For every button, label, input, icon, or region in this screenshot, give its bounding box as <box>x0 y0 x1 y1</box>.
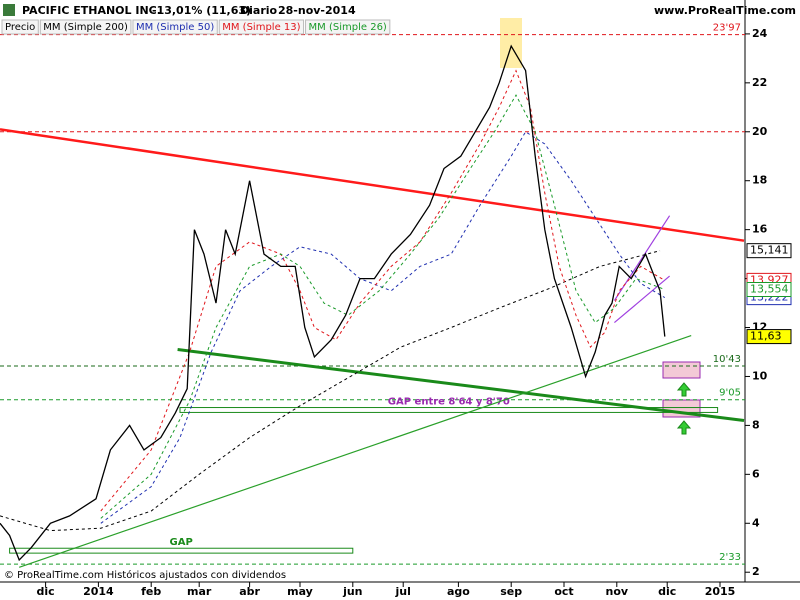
last-value-tag <box>746 329 792 345</box>
x-tick-label: dic <box>658 585 676 598</box>
y-tick-label: 18 <box>752 174 767 187</box>
x-tick-label: dic <box>37 585 55 598</box>
trend-line <box>614 275 670 324</box>
y-tick-label: 6 <box>752 467 760 480</box>
legend-box <box>305 19 391 35</box>
legend-box <box>218 19 305 35</box>
gap-box <box>9 547 354 554</box>
x-tick-label: feb <box>141 585 161 598</box>
x-tick-label: mar <box>187 585 212 598</box>
legend-entry: MM (Simple 50) <box>136 22 214 33</box>
x-tick-label: jun <box>342 585 362 598</box>
x-tick-label: oct <box>554 585 573 598</box>
legend-box <box>1 19 39 35</box>
moving-average <box>0 250 661 532</box>
legend-entry: MM (Simple 13) <box>222 22 300 33</box>
reference-label: 23'97 <box>713 23 741 34</box>
x-tick-label: abr <box>239 585 260 598</box>
y-tick-label: 22 <box>752 76 767 89</box>
reference-label: 2'33 <box>719 552 741 563</box>
change: -13,01% (11,63) <box>152 4 251 17</box>
period: Diario <box>240 4 278 17</box>
x-tick-label: jul <box>395 585 411 598</box>
arrow-up <box>676 420 692 435</box>
y-tick-label: 10 <box>752 369 768 382</box>
last-value-label: 15,141 <box>750 244 789 257</box>
y-tick-label: 20 <box>752 125 768 138</box>
gap-label: GAP <box>170 537 193 548</box>
footer: © ProRealTime.com Históricos ajustados c… <box>4 569 286 581</box>
trend-line <box>613 215 671 301</box>
reference-label: 10'43 <box>713 354 741 365</box>
peak-highlight <box>500 18 522 68</box>
y-tick-label: 4 <box>752 516 760 529</box>
y-tick-label: 16 <box>752 223 768 236</box>
trend-line <box>0 128 745 242</box>
zone-box <box>662 361 701 379</box>
last-value-tag <box>746 243 792 259</box>
moving-average <box>100 69 666 512</box>
legend-box <box>132 19 218 35</box>
y-tick-label: 24 <box>752 27 768 40</box>
gap-box <box>179 407 719 413</box>
x-tick-label: nov <box>606 585 629 598</box>
x-tick-label: ago <box>447 585 470 598</box>
logo <box>3 4 15 16</box>
arrow-up <box>676 382 692 397</box>
trend-line <box>19 335 692 568</box>
date: 28-nov-2014 <box>278 4 356 17</box>
moving-average <box>100 131 666 524</box>
header: PACIFIC ETHANOL INC. -13,01% (11,63) Dia… <box>3 4 796 17</box>
x-tick-label: may <box>287 585 313 598</box>
trend-line <box>177 348 745 422</box>
last-value-tag <box>746 282 792 298</box>
y-tick-label: 2 <box>752 565 760 578</box>
source: www.ProRealTime.com <box>654 4 796 17</box>
title: PACIFIC ETHANOL INC. <box>22 4 161 17</box>
x-tick-label: 2014 <box>83 585 114 598</box>
price-line <box>0 44 666 562</box>
legend-box <box>39 19 132 35</box>
legend-entry: MM (Simple 200) <box>43 22 128 33</box>
legend-entry: MM (Simple 26) <box>309 22 387 33</box>
last-value-label: 11,63 <box>750 330 782 343</box>
legend-entry: Precio <box>5 22 35 33</box>
x-tick-label: sep <box>500 585 522 598</box>
gap-label: GAP entre 8'64 y 8'70 <box>388 397 510 408</box>
last-value-label: 13,554 <box>750 283 789 296</box>
moving-average <box>100 94 665 519</box>
reference-label: 9'05 <box>719 388 741 399</box>
x-tick-label: 2015 <box>705 585 736 598</box>
y-tick-label: 8 <box>752 418 760 431</box>
